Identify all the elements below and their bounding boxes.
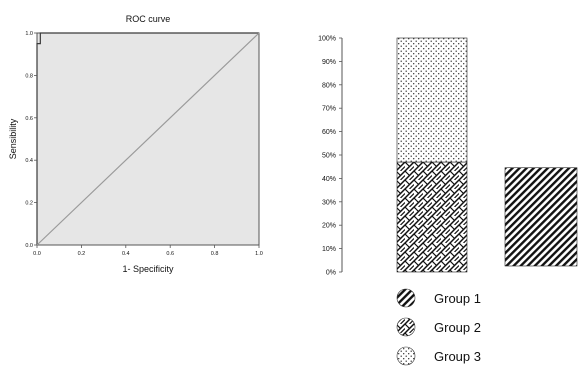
bar-y-tick-label: 40% — [322, 176, 336, 183]
roc-y-tick-label: 0.8 — [25, 73, 33, 79]
roc-x-tick-label: 1.0 — [255, 251, 263, 257]
legend-label: Group 2 — [434, 320, 481, 335]
bar-y-tick-label: 10% — [322, 246, 336, 253]
legend-swatch-diagonal — [396, 288, 416, 308]
roc-y-tick-label: 0.2 — [25, 201, 33, 207]
roc-title: ROC curve — [126, 14, 171, 24]
roc-reference-line — [36, 32, 260, 246]
roc-y-tick-label: 0.6 — [25, 116, 33, 122]
roc-curve-line — [36, 32, 259, 245]
bar-y-tick-label: 20% — [322, 223, 336, 230]
roc-y-tick-label: 0.0 — [25, 243, 33, 249]
roc-x-axis-label: 1- Specificity — [122, 264, 174, 274]
legend: Group 1 Group 2 Group 3 — [396, 288, 481, 366]
bar-segment-group-3 — [396, 37, 468, 163]
roc-y-ticks: 0.0 0.2 0.4 0.6 0.8 1.0 — [25, 31, 37, 249]
legend-label: Group 1 — [434, 291, 481, 306]
roc-y-tick-label: 1.0 — [25, 31, 33, 37]
bar-segment-group-1 — [504, 167, 578, 267]
bar-y-tick-label: 90% — [322, 59, 336, 66]
bar-y-tick-label: 30% — [322, 199, 336, 206]
roc-x-tick-label: 0.8 — [211, 251, 219, 257]
bar-segment-group-2 — [396, 161, 468, 273]
roc-marks — [36, 32, 260, 246]
roc-chart: ROC curve 0.0 0.2 0.4 0.6 0.8 1.0 0.00.20.40.… — [8, 14, 263, 274]
bar-marks — [396, 37, 578, 273]
legend-label: Group 3 — [434, 349, 481, 364]
bar-y-tick-label: 100% — [318, 36, 336, 43]
roc-y-tick-label: 0.4 — [25, 158, 33, 164]
roc-x-tick-label: 0.4 — [122, 251, 130, 257]
legend-swatch-dots — [396, 346, 416, 366]
roc-x-tick-label: 0.2 — [78, 251, 86, 257]
roc-x-tick-label: 0.0 — [33, 251, 41, 257]
bar-y-tick-label: 60% — [322, 129, 336, 136]
bar-y-tick-label: 80% — [322, 82, 336, 89]
bar-y-tick-label: 70% — [322, 106, 336, 113]
bar-y-ticks: 0% 10% 20% 30% 40% 50% 60% 70% 80% 90% 100% — [318, 36, 342, 277]
roc-x-tick-label: 0.6 — [166, 251, 174, 257]
legend-swatch-crosshatch — [396, 317, 416, 337]
bar-y-tick-label: 50% — [322, 153, 336, 160]
stacked-bar-chart: 0% 10% 20% 30% 40% 50% 60% 70% 80% 90% 100% — [318, 36, 578, 277]
roc-x-ticks: 0.0 0.2 0.4 0.6 0.8 1.0 — [33, 245, 263, 257]
bar-y-tick-label: 0% — [326, 270, 336, 277]
roc-y-axis-label: Sensibility — [8, 118, 18, 159]
